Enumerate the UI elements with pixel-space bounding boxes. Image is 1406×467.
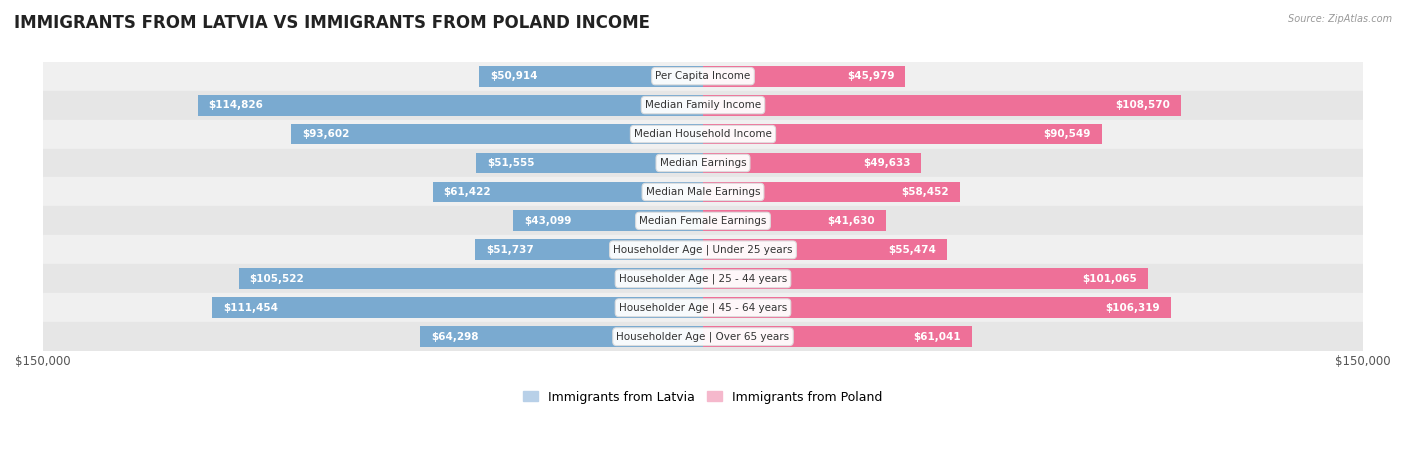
Bar	[703, 66, 905, 86]
Bar	[703, 211, 886, 231]
Bar	[703, 182, 960, 202]
Text: $51,555: $51,555	[486, 158, 534, 168]
Bar	[703, 124, 1101, 144]
Bar	[703, 153, 921, 173]
Bar	[703, 269, 1147, 289]
Text: $64,298: $64,298	[432, 332, 478, 342]
Text: IMMIGRANTS FROM LATVIA VS IMMIGRANTS FROM POLAND INCOME: IMMIGRANTS FROM LATVIA VS IMMIGRANTS FRO…	[14, 14, 650, 32]
Bar	[477, 153, 703, 173]
Bar	[703, 297, 1171, 318]
Text: $45,979: $45,979	[846, 71, 894, 81]
Text: $61,041: $61,041	[912, 332, 960, 342]
Text: $61,422: $61,422	[444, 187, 491, 197]
Bar	[420, 326, 703, 347]
Bar	[42, 206, 1364, 235]
Bar	[42, 120, 1364, 149]
Bar	[291, 124, 703, 144]
Text: $50,914: $50,914	[489, 71, 537, 81]
Text: $41,630: $41,630	[828, 216, 875, 226]
Text: $90,549: $90,549	[1043, 129, 1091, 139]
Text: $58,452: $58,452	[901, 187, 949, 197]
Text: $108,570: $108,570	[1115, 100, 1170, 110]
Bar	[42, 62, 1364, 91]
Text: Median Family Income: Median Family Income	[645, 100, 761, 110]
Text: Median Male Earnings: Median Male Earnings	[645, 187, 761, 197]
Bar	[42, 293, 1364, 322]
Text: $93,602: $93,602	[302, 129, 350, 139]
Bar	[703, 326, 972, 347]
Text: $111,454: $111,454	[224, 303, 278, 313]
Bar	[198, 95, 703, 115]
Bar	[703, 240, 948, 260]
Text: Per Capita Income: Per Capita Income	[655, 71, 751, 81]
Text: $43,099: $43,099	[524, 216, 572, 226]
Text: Householder Age | 45 - 64 years: Householder Age | 45 - 64 years	[619, 303, 787, 313]
Bar	[212, 297, 703, 318]
Text: $114,826: $114,826	[208, 100, 263, 110]
Bar	[42, 149, 1364, 177]
Text: Median Household Income: Median Household Income	[634, 129, 772, 139]
Bar	[703, 95, 1181, 115]
Text: $55,474: $55,474	[889, 245, 936, 255]
Bar	[42, 264, 1364, 293]
Legend: Immigrants from Latvia, Immigrants from Poland: Immigrants from Latvia, Immigrants from …	[519, 386, 887, 409]
Text: $105,522: $105,522	[250, 274, 304, 284]
Bar	[475, 240, 703, 260]
Text: Householder Age | 25 - 44 years: Householder Age | 25 - 44 years	[619, 274, 787, 284]
Bar	[42, 177, 1364, 206]
Text: Householder Age | Over 65 years: Householder Age | Over 65 years	[616, 332, 790, 342]
Text: Median Female Earnings: Median Female Earnings	[640, 216, 766, 226]
Bar	[433, 182, 703, 202]
Text: $49,633: $49,633	[863, 158, 911, 168]
Bar	[479, 66, 703, 86]
Text: $106,319: $106,319	[1105, 303, 1160, 313]
Text: Source: ZipAtlas.com: Source: ZipAtlas.com	[1288, 14, 1392, 24]
Bar	[239, 269, 703, 289]
Bar	[42, 235, 1364, 264]
Bar	[42, 91, 1364, 120]
Bar	[42, 322, 1364, 351]
Bar	[513, 211, 703, 231]
Text: $51,737: $51,737	[486, 245, 534, 255]
Text: Median Earnings: Median Earnings	[659, 158, 747, 168]
Text: Householder Age | Under 25 years: Householder Age | Under 25 years	[613, 245, 793, 255]
Text: $101,065: $101,065	[1083, 274, 1137, 284]
